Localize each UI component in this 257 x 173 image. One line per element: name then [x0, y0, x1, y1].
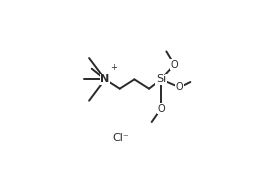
- Text: Si: Si: [156, 74, 166, 84]
- Text: N: N: [100, 74, 110, 84]
- Text: Cl⁻: Cl⁻: [113, 133, 130, 143]
- Text: +: +: [110, 63, 117, 72]
- Text: O: O: [171, 60, 178, 70]
- Text: O: O: [157, 104, 165, 114]
- Text: O: O: [176, 82, 183, 92]
